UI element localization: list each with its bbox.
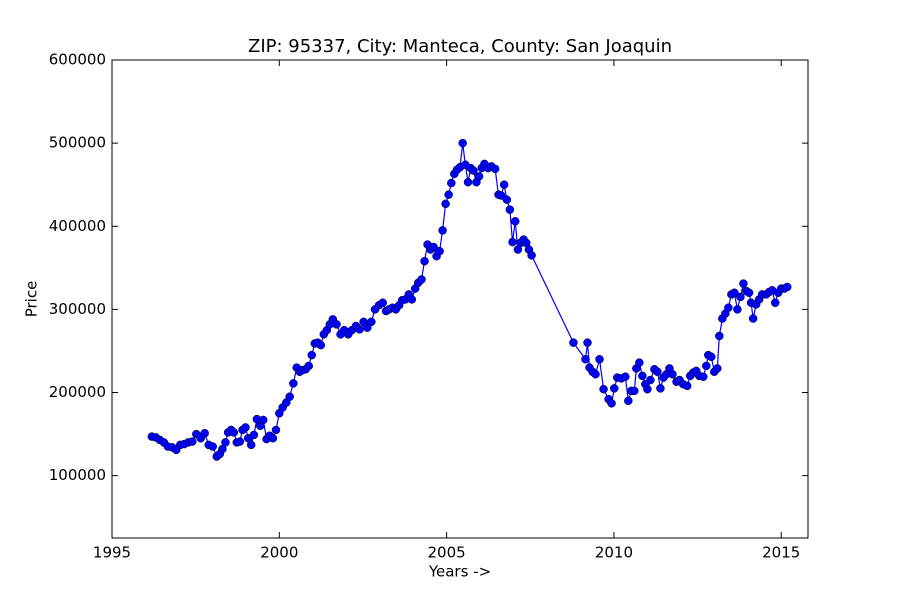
plot-frame — [111, 59, 809, 539]
marker — [713, 364, 722, 373]
x-tick-label: 2005 — [428, 544, 466, 562]
marker — [624, 396, 633, 406]
marker — [463, 177, 473, 187]
marker — [635, 358, 644, 367]
marker — [581, 355, 590, 364]
marker — [332, 320, 341, 329]
marker — [699, 372, 708, 381]
marker — [739, 279, 748, 288]
marker — [229, 428, 239, 437]
marker — [289, 379, 298, 388]
marker — [505, 205, 515, 214]
y-tick-label: 400000 — [49, 217, 106, 235]
marker — [630, 386, 639, 396]
marker — [490, 164, 500, 174]
y-tick-label: 100000 — [49, 466, 106, 484]
x-axis-label: Years -> — [428, 563, 491, 581]
marker — [447, 178, 456, 188]
marker — [363, 323, 372, 332]
marker — [643, 384, 652, 394]
marker — [591, 369, 600, 379]
marker — [527, 251, 536, 260]
marker — [607, 399, 616, 408]
y-tick-label: 200000 — [49, 383, 106, 401]
marker — [469, 166, 478, 175]
marker — [304, 361, 314, 371]
marker — [783, 282, 792, 292]
y-tick-label: 600000 — [49, 51, 106, 69]
marker — [656, 384, 665, 393]
marker — [188, 437, 197, 446]
marker — [378, 298, 387, 307]
marker — [438, 226, 447, 235]
marker — [246, 440, 256, 450]
marker — [420, 256, 429, 266]
marker — [770, 298, 780, 307]
marker — [502, 195, 512, 204]
marker — [610, 384, 619, 393]
marker — [707, 352, 716, 362]
marker — [744, 288, 754, 298]
marker — [241, 423, 250, 432]
marker — [508, 237, 517, 247]
marker — [435, 246, 444, 256]
marker — [235, 437, 245, 446]
marker — [736, 292, 745, 302]
x-tick-label: 2010 — [595, 544, 633, 562]
marker — [638, 371, 647, 381]
y-tick-label: 300000 — [49, 300, 106, 318]
marker — [444, 190, 453, 199]
marker — [474, 172, 484, 181]
marker — [417, 275, 426, 284]
marker — [496, 191, 506, 200]
marker — [510, 217, 520, 226]
marker — [621, 372, 630, 381]
marker — [249, 430, 259, 440]
x-tick-label: 1995 — [93, 544, 131, 562]
marker — [748, 314, 758, 323]
marker — [599, 384, 608, 394]
marker — [595, 355, 604, 364]
marker — [268, 433, 278, 443]
marker — [355, 325, 364, 334]
marker — [208, 442, 217, 451]
marker — [730, 288, 739, 298]
x-tick-label: 2000 — [260, 544, 298, 562]
marker — [653, 367, 662, 376]
marker — [583, 338, 592, 347]
marker — [441, 199, 450, 209]
marker — [458, 138, 467, 148]
marker — [715, 331, 724, 341]
marker — [285, 392, 294, 401]
marker — [307, 350, 317, 360]
marker — [429, 242, 438, 252]
marker — [499, 180, 509, 189]
marker — [258, 415, 268, 425]
marker — [407, 295, 417, 304]
marker — [271, 425, 281, 435]
marker — [367, 317, 376, 327]
marker — [316, 340, 326, 350]
marker — [668, 369, 677, 379]
marker — [221, 438, 230, 447]
marker — [682, 381, 692, 391]
marker — [200, 429, 209, 438]
marker — [646, 375, 655, 385]
marker — [733, 305, 742, 314]
chart-title: ZIP: 95337, City: Manteca, County: San J… — [248, 36, 672, 57]
x-tick-label: 2015 — [762, 544, 800, 562]
marker — [724, 303, 733, 312]
marker — [702, 361, 711, 371]
y-tick-label: 500000 — [49, 134, 106, 152]
y-axis-label: Price — [23, 281, 41, 318]
marker — [569, 338, 578, 347]
